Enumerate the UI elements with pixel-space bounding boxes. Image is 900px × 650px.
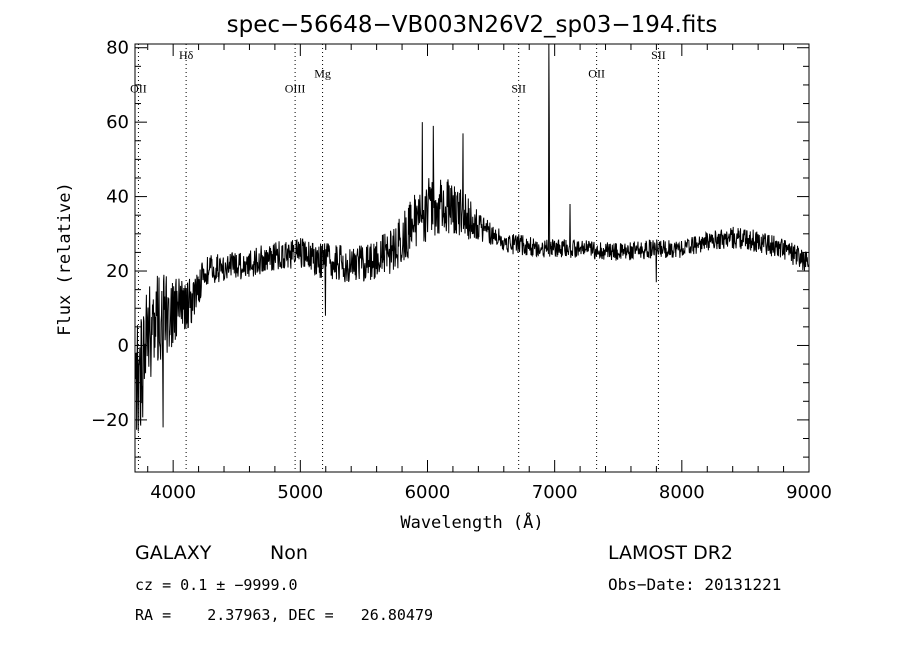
spectrum-line	[134, 43, 810, 432]
line-marker-label: Hδ	[179, 48, 194, 62]
y-tick-label: 80	[106, 38, 129, 59]
object-class: GALAXY	[135, 542, 212, 564]
x-tick-label: 5000	[277, 482, 323, 503]
line-marker-label: OII	[588, 66, 605, 80]
line-marker-label: Mg	[314, 66, 331, 80]
x-axis-label: Wavelength (Å)	[400, 511, 543, 533]
redshift-info: cz = 0.1 ± −9999.0	[135, 576, 298, 594]
x-tick-label: 7000	[532, 482, 578, 503]
y-axis-label: Flux (relative)	[55, 182, 75, 336]
survey-name: LAMOST DR2	[608, 542, 733, 564]
y-tick-label: 60	[106, 112, 129, 133]
x-tick-label: 8000	[659, 482, 705, 503]
spectrum-series	[134, 43, 810, 432]
y-tick-label: 0	[118, 335, 129, 356]
x-tick-label: 9000	[786, 482, 832, 503]
observation-date: Obs−Date: 20131221	[608, 575, 781, 594]
y-tick-label: 40	[106, 187, 129, 208]
chart-title: spec−56648−VB003N26V2_sp03−194.fits	[227, 12, 718, 38]
plot-frame	[134, 43, 810, 473]
plot-axes: 4000 5000 6000 7000 8000 9000 −20 0 20 40 60 80	[91, 38, 832, 503]
line-marker-label: SII	[651, 48, 666, 62]
line-marker-label: OII	[130, 81, 147, 95]
x-tick-label: 6000	[405, 482, 451, 503]
emission-line-markers: OII Hδ OIII Mg SII OII SII	[130, 44, 666, 472]
line-marker-label: OIII	[285, 81, 306, 95]
object-subclass: Non	[270, 542, 308, 564]
line-marker-label: SII	[511, 81, 526, 95]
coordinates: RA = 2.37963, DEC = 26.80479	[135, 606, 433, 624]
y-tick-label: 20	[106, 261, 129, 282]
y-tick-label: −20	[91, 410, 129, 431]
x-tick-label: 4000	[150, 482, 196, 503]
